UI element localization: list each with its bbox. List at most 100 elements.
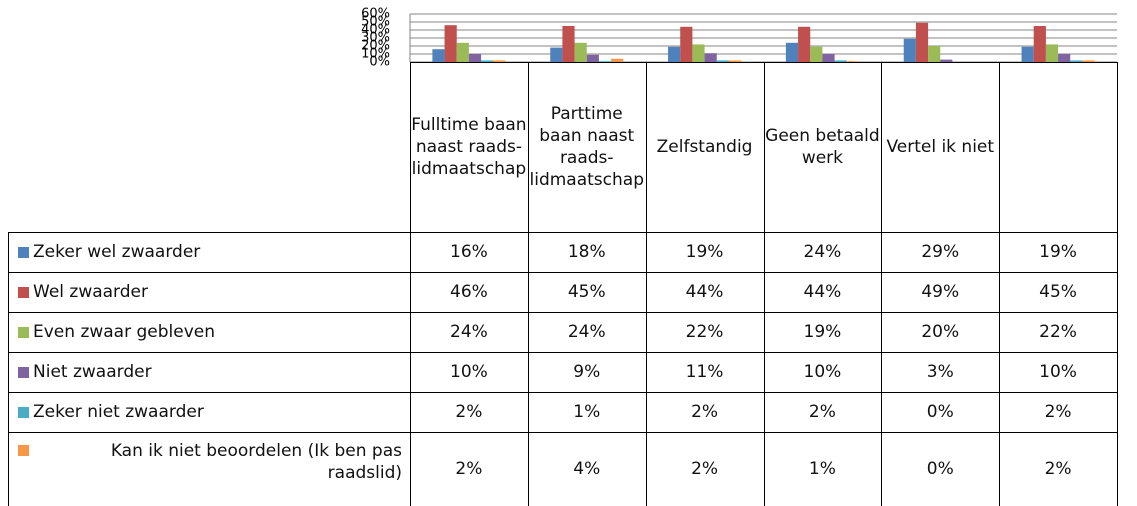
- value-label: 44%: [803, 282, 842, 302]
- table-line: [8, 392, 1117, 393]
- legend-label: Zeker niet zwaarder: [33, 402, 204, 422]
- bar: [680, 26, 693, 62]
- legend-label: Niet zwaarder: [33, 362, 152, 382]
- value-label: 45%: [567, 282, 606, 302]
- table-line: [527, 62, 529, 506]
- bar: [716, 60, 729, 62]
- bar: [1058, 54, 1071, 62]
- table-line: [8, 352, 1117, 353]
- bar: [432, 49, 445, 62]
- bar: [704, 53, 717, 62]
- bar: [1033, 26, 1046, 62]
- bar: [834, 60, 847, 62]
- y-tick-label: 40%: [361, 23, 390, 38]
- value-label: 19%: [685, 242, 724, 262]
- legend-entry: Wel zwaarder: [8, 272, 410, 312]
- category-label: [999, 62, 1117, 232]
- value-label: 24%: [803, 242, 842, 262]
- value-label: 20%: [921, 322, 960, 342]
- y-tick-label: 30%: [361, 31, 390, 46]
- y-tick-label: 50%: [361, 15, 390, 30]
- legend-swatch: [18, 246, 29, 258]
- bar: [1082, 60, 1095, 62]
- value-label: 29%: [921, 242, 960, 262]
- value-label: 2%: [1044, 459, 1072, 479]
- value-label: 46%: [450, 282, 488, 302]
- bar: [574, 42, 587, 62]
- y-tick-label: 20%: [361, 39, 390, 54]
- table-line: [8, 272, 1117, 273]
- legend-label: Even zwaar gebleven: [33, 322, 216, 342]
- value-label: 16%: [450, 242, 488, 262]
- bar: [468, 54, 482, 62]
- value-label: 22%: [1039, 322, 1077, 342]
- bar: [728, 60, 742, 62]
- value-label: 0%: [926, 459, 954, 479]
- bar: [1045, 44, 1059, 62]
- value-label: 10%: [450, 362, 488, 382]
- value-label: 18%: [567, 242, 606, 262]
- bar: [668, 46, 681, 62]
- bar: [846, 61, 859, 62]
- legend-label: Kan ik niet beoordelen (Ik ben pas raads…: [110, 441, 402, 483]
- bar: [562, 26, 575, 62]
- table-line: [999, 62, 1001, 506]
- value-label: 45%: [1039, 282, 1077, 302]
- value-label: 2%: [1044, 402, 1072, 422]
- bar: [915, 22, 929, 62]
- bar: [481, 60, 494, 62]
- value-label: 44%: [685, 282, 724, 302]
- legend-label: Zeker wel zwaarder: [33, 242, 201, 262]
- legend-swatch: [18, 445, 29, 456]
- bar: [810, 46, 823, 62]
- value-label: 11%: [685, 362, 724, 382]
- value-label: 1%: [573, 402, 601, 422]
- y-tick-label: 0%: [369, 55, 390, 70]
- value-label: 10%: [1039, 362, 1077, 382]
- legend-entry: Kan ik niet beoordelen (Ik ben pas raads…: [8, 432, 410, 506]
- bar: [586, 54, 599, 62]
- bar: [550, 47, 563, 62]
- bar: [798, 26, 811, 62]
- value-label: 0%: [926, 402, 954, 422]
- bar: [692, 44, 705, 62]
- table-line: [8, 432, 1117, 433]
- table-line: [645, 62, 647, 506]
- value-label: 1%: [808, 459, 836, 479]
- value-label: 2%: [691, 402, 719, 422]
- table-line: [410, 62, 411, 506]
- value-label: 19%: [1039, 242, 1077, 262]
- bar: [444, 25, 457, 62]
- value-label: 2%: [455, 402, 483, 422]
- table-line: [1117, 62, 1118, 506]
- y-tick-label: 10%: [361, 47, 390, 62]
- bar: [940, 59, 953, 62]
- category-label: Zelfstandig: [656, 137, 753, 157]
- value-label: 24%: [450, 322, 488, 342]
- bar: [903, 38, 916, 62]
- table-line: [410, 62, 1117, 63]
- legend-swatch: [18, 326, 29, 338]
- table-line: [8, 232, 1117, 233]
- legend-entry: Zeker wel zwaarder: [8, 232, 410, 272]
- value-label: 49%: [921, 282, 960, 302]
- bar: [1021, 46, 1034, 62]
- legend-entry: Even zwaar gebleven: [8, 312, 410, 352]
- value-label: 2%: [691, 459, 719, 479]
- bar: [456, 42, 469, 62]
- y-tick-label: 60%: [361, 7, 390, 22]
- legend-entry: Zeker niet zwaarder: [8, 392, 410, 432]
- value-label: 3%: [926, 362, 954, 382]
- category-label: Vertel ik niet: [886, 137, 995, 157]
- value-label: 19%: [803, 322, 842, 342]
- legend-entry: Niet zwaarder: [8, 352, 410, 392]
- bar: [611, 58, 624, 62]
- value-label: 4%: [573, 459, 601, 479]
- value-label: 2%: [455, 459, 483, 479]
- legend-swatch: [18, 286, 29, 298]
- table-line: [8, 312, 1117, 313]
- bar: [822, 54, 835, 62]
- value-label: 2%: [808, 402, 836, 422]
